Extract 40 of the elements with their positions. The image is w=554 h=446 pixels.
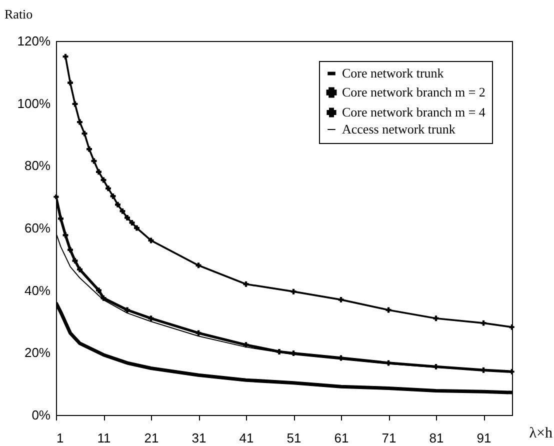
point bbox=[58, 216, 64, 222]
legend-label: Core network branch m = 4 bbox=[342, 104, 486, 120]
x-tick-label: 71 bbox=[382, 430, 396, 446]
point bbox=[124, 307, 130, 313]
x-tick-label: 31 bbox=[192, 430, 206, 446]
point bbox=[77, 119, 82, 125]
point bbox=[338, 296, 344, 302]
y-tick-label: 100% bbox=[17, 96, 51, 111]
y-tick-label: 20% bbox=[24, 345, 51, 360]
legend-label: Core network branch m = 2 bbox=[342, 84, 486, 100]
point bbox=[96, 288, 102, 294]
x-tick-label: 51 bbox=[286, 430, 302, 446]
point bbox=[106, 186, 111, 192]
x-axis-title: λ×h bbox=[529, 426, 553, 442]
x-tick-label: 21 bbox=[144, 430, 159, 446]
point bbox=[72, 258, 78, 264]
x-tick-label: 81 bbox=[429, 430, 444, 446]
y-tick-label: 40% bbox=[24, 282, 51, 298]
point bbox=[68, 247, 73, 253]
x-tick-label: 11 bbox=[97, 430, 111, 446]
point bbox=[77, 266, 82, 272]
point bbox=[134, 225, 140, 231]
point bbox=[120, 208, 126, 214]
x-tick-label: 1 bbox=[56, 430, 64, 446]
legend-label: Core network trunk bbox=[342, 66, 444, 80]
x-tick-label: 61 bbox=[334, 430, 349, 446]
point bbox=[115, 202, 120, 208]
point bbox=[96, 169, 102, 175]
legend-label: Access network trunk bbox=[342, 122, 456, 136]
y-axis-title: Ratio bbox=[4, 6, 33, 22]
point bbox=[110, 193, 116, 199]
point bbox=[129, 220, 135, 226]
y-tick-label: 60% bbox=[24, 220, 51, 236]
y-tick-label: 0% bbox=[32, 408, 51, 422]
point bbox=[86, 146, 92, 152]
x-tick-label: 91 bbox=[476, 430, 492, 446]
point bbox=[62, 232, 68, 238]
x-tick-label: 41 bbox=[239, 430, 254, 446]
y-tick-label: 80% bbox=[24, 158, 51, 174]
y-tick-label: 120% bbox=[17, 34, 51, 48]
